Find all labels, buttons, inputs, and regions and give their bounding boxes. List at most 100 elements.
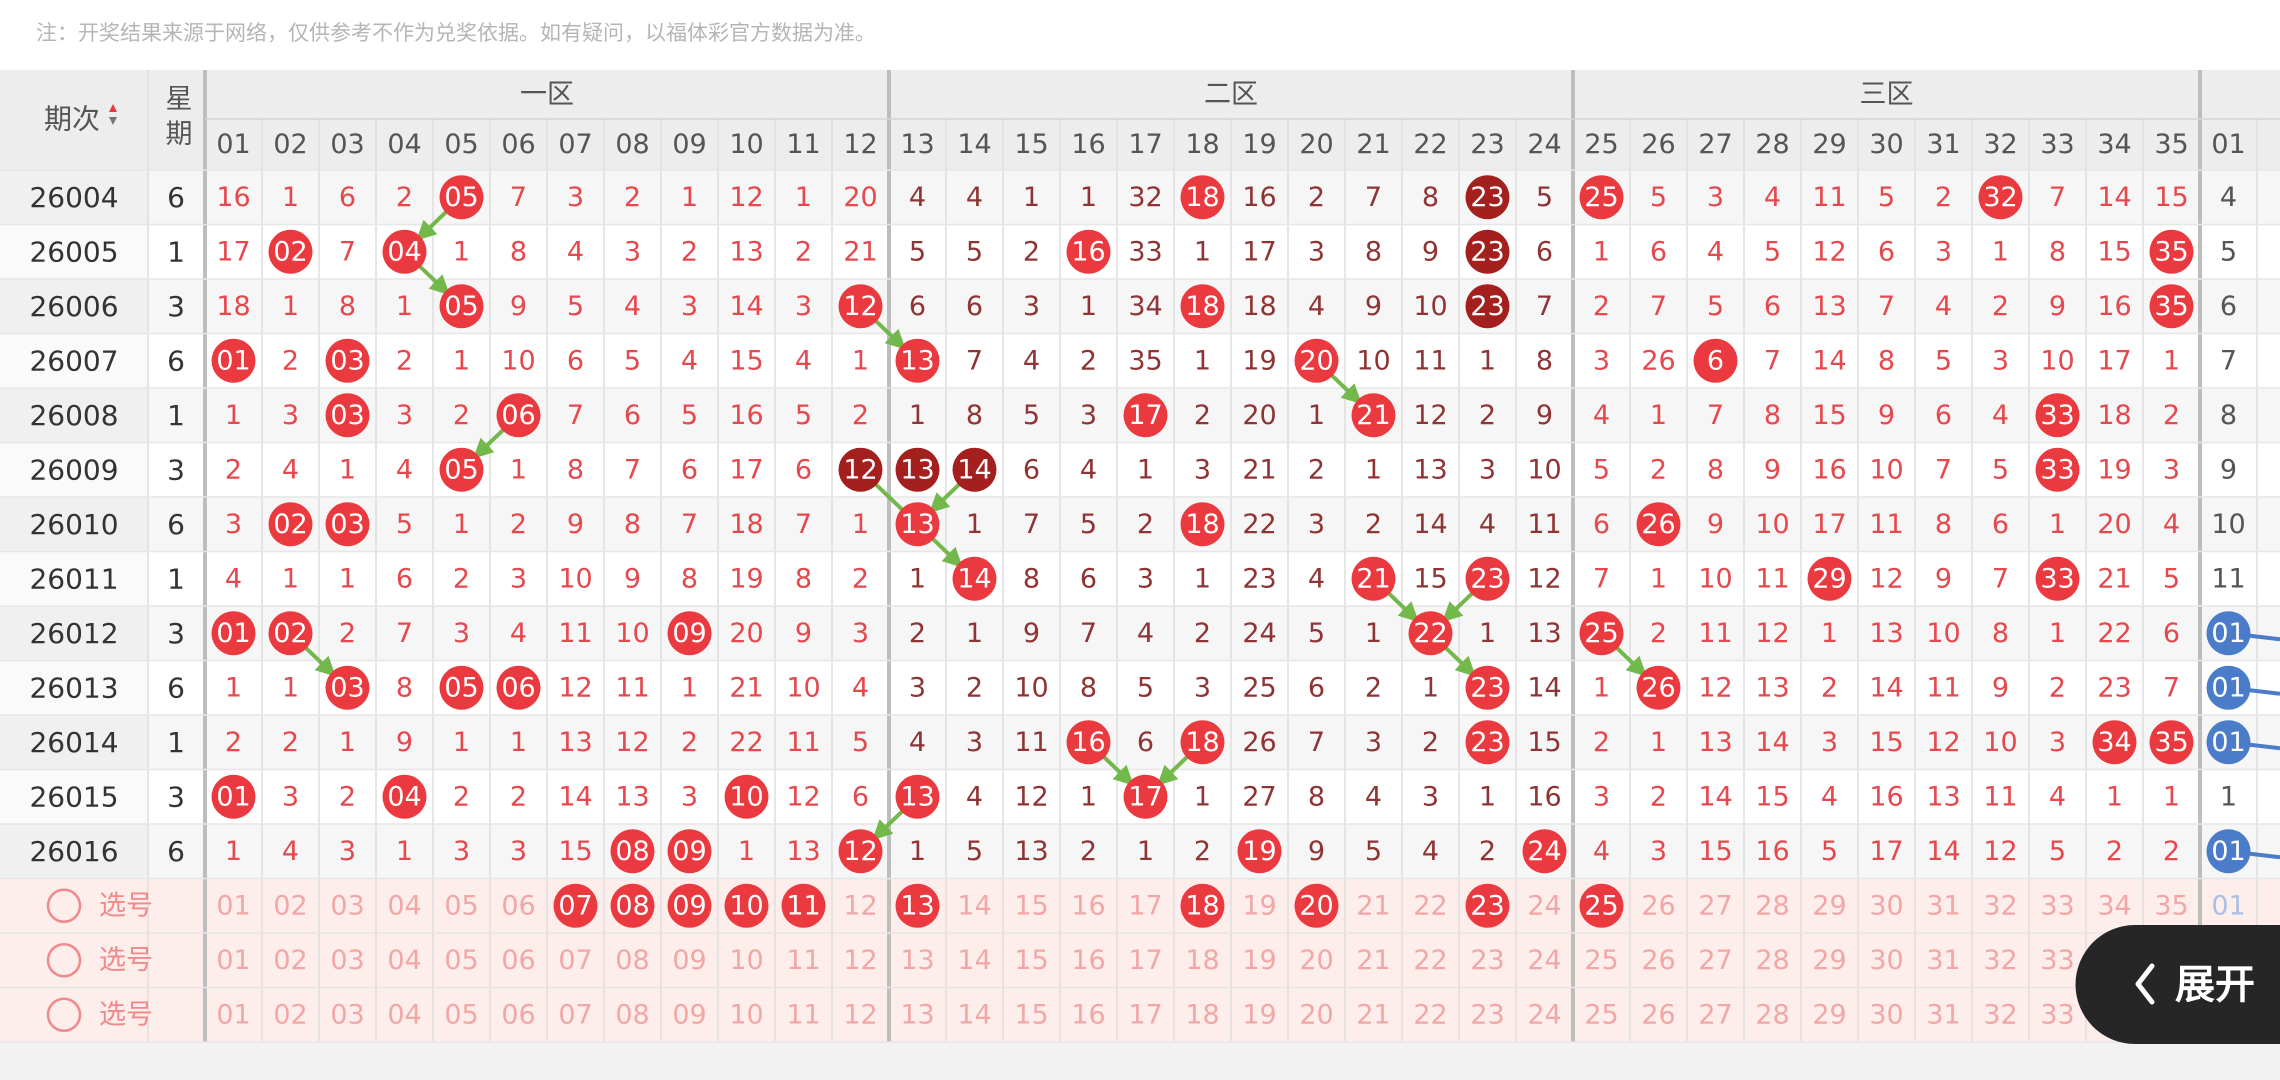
select-number[interactable]: 15 — [1014, 945, 1048, 976]
expand-label[interactable]: 展开 — [2175, 962, 2255, 1008]
select-number[interactable]: 11 — [786, 999, 820, 1030]
select-number[interactable]: 31 — [1926, 999, 1960, 1030]
select-number[interactable]: 25 — [1584, 890, 1618, 921]
select-number[interactable]: 11 — [786, 890, 820, 921]
select-number[interactable]: 24 — [1527, 890, 1561, 921]
select-number[interactable]: 16 — [1071, 999, 1105, 1030]
select-number[interactable]: 12 — [843, 999, 877, 1030]
select-number[interactable]: 20 — [1299, 890, 1333, 921]
select-number[interactable]: 27 — [1698, 945, 1732, 976]
select-number[interactable]: 19 — [1242, 945, 1276, 976]
select-number[interactable]: 28 — [1755, 945, 1789, 976]
select-number[interactable]: 23 — [1470, 945, 1504, 976]
select-number[interactable]: 09 — [672, 945, 706, 976]
select-number[interactable]: 13 — [900, 999, 934, 1030]
select-number[interactable]: 17 — [1128, 999, 1162, 1030]
select-number[interactable]: 29 — [1812, 999, 1846, 1030]
select-number[interactable]: 07 — [558, 945, 592, 976]
select-number[interactable]: 08 — [615, 945, 649, 976]
select-number[interactable]: 33 — [2040, 999, 2074, 1030]
select-number[interactable]: 24 — [1527, 999, 1561, 1030]
select-number[interactable]: 07 — [558, 999, 592, 1030]
selected-ball[interactable] — [895, 883, 940, 928]
selected-ball[interactable] — [724, 883, 769, 928]
select-number[interactable]: 03 — [330, 999, 364, 1030]
select-number[interactable]: 04 — [387, 945, 421, 976]
select-number[interactable]: 14 — [957, 890, 991, 921]
selected-ball[interactable] — [1294, 883, 1339, 928]
select-number[interactable]: 02 — [273, 945, 307, 976]
select-number[interactable]: 32 — [1983, 890, 2017, 921]
selected-ball[interactable] — [610, 883, 655, 928]
select-number[interactable]: 19 — [1242, 999, 1276, 1030]
select-label[interactable]: 选号 — [99, 999, 153, 1030]
select-number[interactable]: 08 — [615, 890, 649, 921]
select-number[interactable]: 24 — [1527, 945, 1561, 976]
select-number[interactable]: 22 — [1413, 890, 1447, 921]
select-number[interactable]: 31 — [1926, 890, 1960, 921]
select-number[interactable]: 15 — [1014, 999, 1048, 1030]
select-number[interactable]: 13 — [900, 945, 934, 976]
selected-ball[interactable] — [1180, 883, 1225, 928]
select-number[interactable]: 23 — [1470, 890, 1504, 921]
select-number[interactable]: 28 — [1755, 890, 1789, 921]
select-number[interactable]: 18 — [1185, 999, 1219, 1030]
select-number[interactable]: 32 — [1983, 945, 2017, 976]
selected-ball[interactable] — [667, 883, 712, 928]
select-number[interactable]: 05 — [444, 999, 478, 1030]
select-number[interactable]: 28 — [1755, 999, 1789, 1030]
select-radio[interactable] — [46, 888, 82, 923]
selected-ball[interactable] — [781, 883, 826, 928]
select-number[interactable]: 20 — [1299, 999, 1333, 1030]
select-number[interactable]: 01 — [216, 890, 250, 921]
select-number[interactable]: 30 — [1869, 890, 1903, 921]
select-number[interactable]: 18 — [1185, 890, 1219, 921]
expand-button[interactable]: 展开 — [2075, 925, 2280, 1044]
select-number[interactable]: 31 — [1926, 945, 1960, 976]
select-number[interactable]: 17 — [1128, 945, 1162, 976]
select-number[interactable]: 26 — [1641, 999, 1675, 1030]
select-number[interactable]: 05 — [444, 945, 478, 976]
select-number[interactable]: 03 — [330, 890, 364, 921]
select-number[interactable]: 10 — [729, 945, 763, 976]
select-number[interactable]: 20 — [1299, 945, 1333, 976]
select-number[interactable]: 03 — [330, 945, 364, 976]
select-number[interactable]: 23 — [1470, 999, 1504, 1030]
select-number[interactable]: 09 — [672, 890, 706, 921]
select-number[interactable]: 26 — [1641, 890, 1675, 921]
select-number[interactable]: 34 — [2097, 890, 2131, 921]
select-number[interactable]: 06 — [501, 945, 535, 976]
select-number[interactable]: 16 — [1071, 890, 1105, 921]
select-number[interactable]: 27 — [1698, 999, 1732, 1030]
select-number[interactable]: 01 — [216, 945, 250, 976]
select-number[interactable]: 30 — [1869, 999, 1903, 1030]
select-number[interactable]: 10 — [729, 890, 763, 921]
select-number[interactable]: 16 — [1071, 945, 1105, 976]
select-label[interactable]: 选号 — [99, 945, 153, 976]
select-number[interactable]: 25 — [1584, 945, 1618, 976]
select-number[interactable]: 18 — [1185, 945, 1219, 976]
select-number[interactable]: 05 — [444, 890, 478, 921]
select-number[interactable]: 02 — [273, 890, 307, 921]
select-blue-number[interactable]: 01 — [2211, 890, 2245, 921]
select-number[interactable]: 14 — [957, 999, 991, 1030]
select-number[interactable]: 21 — [1356, 890, 1390, 921]
select-number[interactable]: 19 — [1242, 890, 1276, 921]
select-number[interactable]: 06 — [501, 890, 535, 921]
select-number[interactable]: 33 — [2040, 890, 2074, 921]
select-number[interactable]: 12 — [843, 945, 877, 976]
select-radio[interactable] — [46, 997, 82, 1032]
select-number[interactable]: 06 — [501, 999, 535, 1030]
select-number[interactable]: 12 — [843, 890, 877, 921]
select-label[interactable]: 选号 — [99, 890, 153, 921]
selected-ball[interactable] — [553, 883, 598, 928]
select-number[interactable]: 15 — [1014, 890, 1048, 921]
select-number[interactable]: 14 — [957, 945, 991, 976]
select-number[interactable]: 22 — [1413, 945, 1447, 976]
select-number[interactable]: 10 — [729, 999, 763, 1030]
select-number[interactable]: 22 — [1413, 999, 1447, 1030]
selected-ball[interactable] — [1465, 883, 1510, 928]
select-number[interactable]: 07 — [558, 890, 592, 921]
select-number[interactable]: 13 — [900, 890, 934, 921]
select-number[interactable]: 11 — [786, 945, 820, 976]
